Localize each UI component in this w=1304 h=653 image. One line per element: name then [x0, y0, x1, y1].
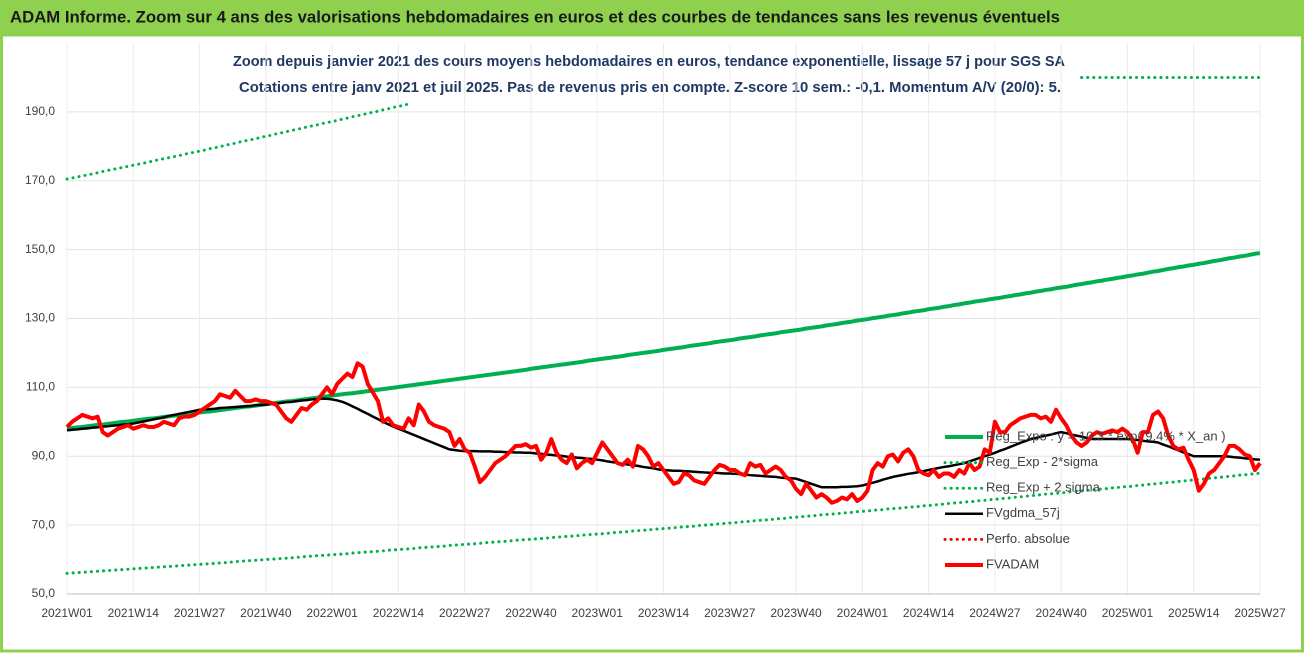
x-tick-label: 2025W01 [1102, 606, 1154, 620]
chart-border [0, 33, 1304, 653]
axes: 50,0 70,0 90,0 110,0 130,0 150,0 170,0 190,0 202… [25, 104, 1286, 620]
x-tick-label: 2024W14 [903, 606, 955, 620]
y-tick-label: 150,0 [25, 242, 55, 256]
x-tick-label: 2023W40 [770, 606, 822, 620]
plot [65, 75, 1262, 575]
legend-label: Perfo. absolue [986, 531, 1070, 546]
x-tick-label: 2023W27 [704, 606, 756, 620]
series-line [65, 471, 1262, 575]
y-tick-label: 190,0 [25, 104, 55, 118]
x-tick-label: 2024W01 [837, 606, 889, 620]
x-tick-label: 2021W27 [174, 606, 226, 620]
x-tick-label: 2024W40 [1035, 606, 1087, 620]
legend: Reg_Expo : y = 10.3 * exp( 9.4% * X_an )… [943, 428, 1226, 571]
x-tick-label: 2025W14 [1168, 606, 1220, 620]
chart-subtitle: Zoom depuis janvier 2021 des cours moyen… [233, 53, 1065, 70]
title-banner [0, 0, 1304, 35]
x-tick-label: 2021W14 [108, 606, 160, 620]
y-tick-label: 130,0 [25, 311, 55, 325]
series-line [65, 361, 1262, 505]
legend-label: Reg_Expo : y = 10.3 * exp( 9.4% * X_an ) [986, 428, 1226, 443]
chart-subtitle: Cotations entre janv 2021 et juil 2025. … [239, 79, 1061, 96]
x-tick-label: 2023W01 [572, 606, 624, 620]
y-tick-label: 110,0 [26, 380, 55, 394]
series-line [65, 75, 1262, 181]
x-tick-label: 2021W40 [240, 606, 292, 620]
x-tick-label: 2023W14 [638, 606, 690, 620]
y-tick-label: 70,0 [32, 517, 56, 531]
x-tick-label: 2022W14 [373, 606, 425, 620]
y-tick-label: 170,0 [25, 173, 55, 187]
chart-title: ADAM Informe. Zoom sur 4 ans des valoris… [10, 7, 1060, 26]
x-tick-label: 2022W01 [306, 606, 358, 620]
x-tick-label: 2024W27 [969, 606, 1021, 620]
y-tick-label: 50,0 [32, 586, 56, 600]
x-tick-label: 2021W01 [41, 606, 93, 620]
y-tick-label: 90,0 [32, 448, 56, 462]
legend-label: FVADAM [986, 556, 1039, 571]
x-tick-label: 2025W27 [1234, 606, 1286, 620]
legend-label: FVgdma_57j [986, 505, 1060, 520]
legend-label: Reg_Exp + 2 sigma [986, 480, 1101, 495]
legend-label: Reg_Exp - 2*sigma [986, 454, 1099, 469]
x-tick-label: 2022W40 [505, 606, 557, 620]
x-tick-label: 2022W27 [439, 606, 491, 620]
